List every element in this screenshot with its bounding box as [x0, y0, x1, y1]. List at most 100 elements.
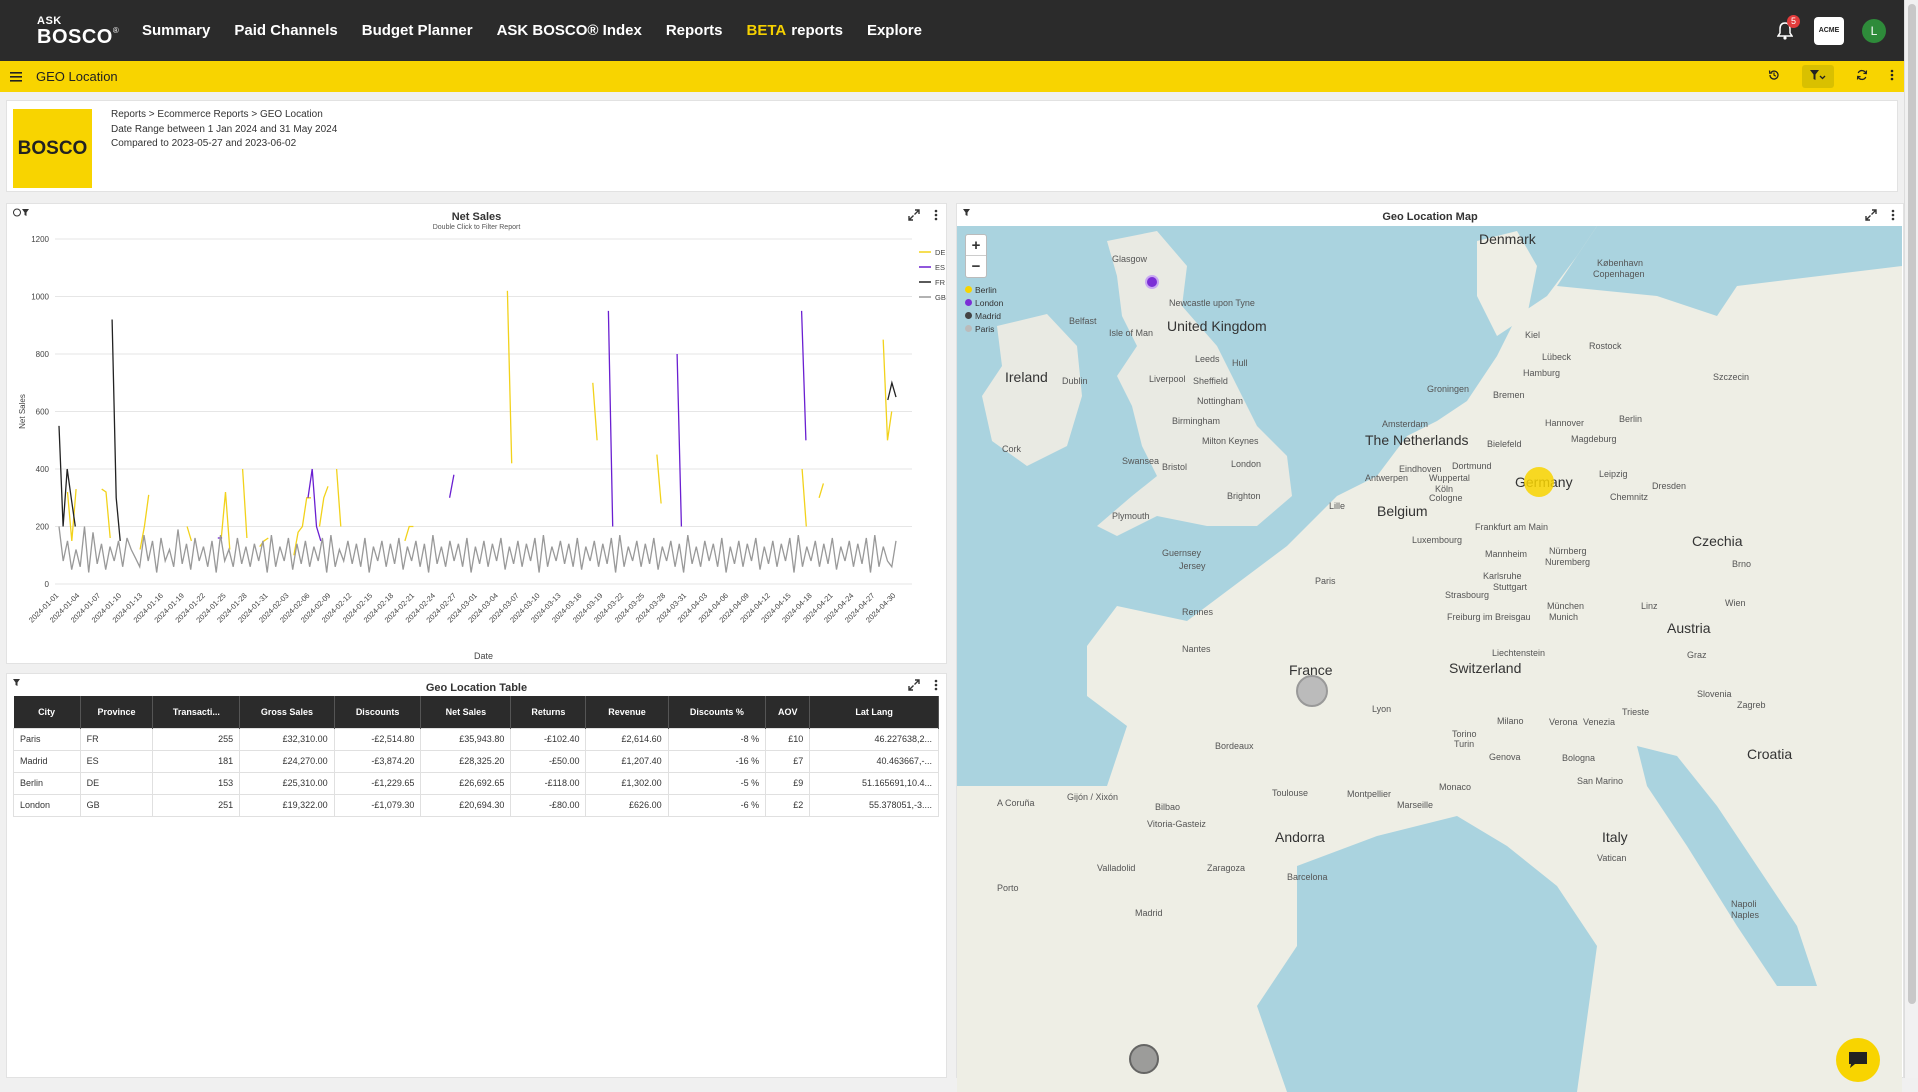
map-place-label: Verona [1549, 717, 1578, 727]
page-scrollbar[interactable] [1904, 0, 1918, 1078]
legend-item[interactable]: Paris [965, 323, 1003, 336]
paris-marker[interactable] [1296, 675, 1328, 707]
table-cell: £32,310.00 [239, 727, 335, 751]
map-place-label: Luxembourg [1412, 535, 1463, 545]
map-place-label: Croatia [1747, 746, 1793, 762]
table-row[interactable]: London GB 251 £19,322.00 -£1,079.30 £20,694.3… [13, 793, 939, 817]
column-header[interactable]: Revenue [585, 696, 669, 728]
zoom-out-button[interactable]: − [971, 258, 981, 275]
user-avatar[interactable]: L [1862, 18, 1886, 43]
column-header[interactable]: Province [80, 696, 154, 728]
legend-label: Paris [975, 324, 995, 334]
legend-label: Berlin [975, 285, 997, 295]
nav-item-budget-planner[interactable]: Budget Planner [362, 22, 473, 39]
berlin-marker[interactable] [1524, 467, 1554, 497]
nav-item-reports[interactable]: Reports [666, 22, 723, 39]
map-place-label: Dortmund [1452, 461, 1492, 471]
ask-bosco-logo[interactable]: ASK BOSCO® [37, 16, 119, 48]
filter-icon[interactable] [1802, 65, 1834, 88]
panel-more-icon[interactable] [1891, 209, 1895, 224]
table-cell: Madrid [13, 749, 81, 773]
refresh-icon[interactable] [1856, 69, 1868, 84]
map-place-label: Bilbao [1155, 802, 1181, 812]
table-filter-icon[interactable] [13, 678, 21, 689]
table-cell: 51.165691,10.4... [809, 771, 939, 795]
table-cell: -£80.00 [510, 793, 587, 817]
map-place-label: Toulouse [1272, 788, 1309, 798]
nav-item-paid-channels[interactable]: Paid Channels [234, 22, 337, 39]
panel-filter-icon[interactable] [13, 208, 31, 219]
table-cell: -16 % [667, 749, 767, 773]
map-place-label: Trieste [1622, 707, 1650, 717]
map-place-label: Lübeck [1542, 352, 1572, 362]
map-place-label: Bristol [1162, 462, 1188, 472]
table-row[interactable]: Paris FR 255 £32,310.00 -£2,514.80 £35,943.80… [13, 727, 939, 751]
more-options-icon[interactable] [1890, 69, 1894, 84]
date-range-text: Date Range between 1 Jan 2024 and 31 May… [111, 123, 338, 135]
series-line-de [66, 290, 893, 556]
legend-item[interactable]: Berlin [965, 284, 1003, 297]
expand-icon[interactable] [1865, 209, 1877, 224]
history-icon[interactable] [1768, 69, 1780, 84]
map-place-label: Naples [1731, 910, 1760, 920]
net-sales-panel: Net Sales Double Click to Filter Report … [6, 203, 947, 664]
table-row[interactable]: Madrid ES 181 £24,270.00 -£3,874.20 £28,325.2… [13, 749, 939, 773]
table-cell: £19,322.00 [239, 793, 335, 817]
column-header[interactable]: Discounts [334, 696, 422, 728]
column-header[interactable]: Returns [510, 696, 587, 728]
nav-item-summary[interactable]: Summary [142, 22, 210, 39]
column-header[interactable]: AOV [765, 696, 811, 728]
org-switcher-button[interactable]: ACME [1814, 16, 1844, 45]
madrid-marker[interactable] [1129, 1044, 1159, 1074]
zoom-in-button[interactable]: + [966, 235, 986, 256]
map-place-label: München [1547, 601, 1585, 611]
nav-item-label: Paid Channels [234, 22, 338, 39]
panel-more-icon[interactable] [934, 679, 938, 694]
map-place-label: Hannover [1545, 418, 1585, 428]
map-place-label: Linz [1641, 601, 1658, 611]
column-header[interactable]: Gross Sales [239, 696, 335, 728]
logo-bosco-text: BOSCO [37, 26, 113, 48]
table-cell: ES [79, 749, 154, 773]
london-marker[interactable] [1145, 275, 1159, 289]
panel-more-icon[interactable] [934, 209, 938, 224]
expand-icon[interactable] [908, 679, 920, 694]
legend-label: DE [935, 248, 945, 257]
table-row[interactable]: Berlin DE 153 £25,310.00 -£1,229.65 £26,692.6… [13, 771, 939, 795]
column-header[interactable]: Discounts % [668, 696, 767, 728]
notifications-bell-icon[interactable]: 5 [1774, 14, 1800, 42]
legend-item[interactable]: Madrid [965, 310, 1003, 323]
breadcrumb: Reports > Ecommerce Reports > GEO Locati… [111, 109, 323, 120]
geo-table-panel: Geo Location Table City Province Transacti… [6, 673, 947, 1078]
nav-item-reports[interactable]: BETA reports [747, 22, 843, 39]
notification-count-badge: 5 [1787, 14, 1800, 28]
map-place-label: Rostock [1589, 341, 1622, 351]
series-line-fr [58, 319, 897, 541]
legend-item[interactable]: London [965, 297, 1003, 310]
column-header[interactable]: Lat Lang [809, 696, 939, 728]
legend-label: London [975, 298, 1004, 308]
map-place-label: Napoli [1731, 899, 1757, 909]
map-filter-icon[interactable] [963, 208, 971, 219]
legend-label: Madrid [975, 311, 1001, 321]
column-header[interactable]: Net Sales [420, 696, 512, 728]
menu-icon[interactable] [10, 69, 26, 85]
y-tick-label: 1000 [31, 293, 49, 302]
map-place-label: Slovenia [1697, 689, 1732, 699]
map-place-label: Lille [1329, 501, 1346, 511]
map-place-label: Jersey [1179, 561, 1206, 571]
table-cell: 255 [152, 727, 241, 751]
column-header[interactable]: City [13, 696, 81, 728]
column-header[interactable]: Transacti... [152, 696, 241, 728]
map-place-label: Freiburg im Breisgau [1447, 612, 1531, 622]
nav-item-ask-bosco-index[interactable]: ASK BOSCO® Index [497, 22, 642, 39]
europe-map[interactable]: Denmark København Copenhagen Glasgow Newcast… [957, 226, 1902, 1092]
expand-icon[interactable] [908, 209, 920, 224]
map-place-label: Belgium [1377, 503, 1428, 519]
y-tick-label: 0 [45, 580, 50, 589]
chat-icon[interactable] [1836, 1038, 1880, 1082]
nav-item-explore[interactable]: Explore [867, 22, 922, 39]
map-place-label: Mannheim [1485, 549, 1528, 559]
y-tick-label: 800 [36, 350, 50, 359]
